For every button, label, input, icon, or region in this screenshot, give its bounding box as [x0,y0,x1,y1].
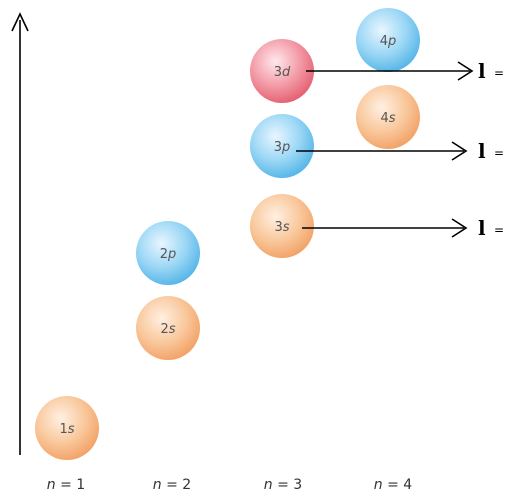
svg-text:3p: 3p [274,140,291,155]
svg-text:=: = [494,66,504,80]
orbital-3p: 3p [250,114,314,178]
svg-text:l: l [478,139,486,163]
arrow-3s-to-l [302,218,468,238]
shell-label-n3: n = 3 [264,477,302,493]
l-label-bottom: l = [478,216,504,240]
energy-axis [11,12,29,455]
shell-label-n1: n = 1 [47,477,85,493]
orbital-3d: 3d [250,39,314,103]
svg-text:l: l [478,59,486,83]
svg-text:4p: 4p [380,34,397,49]
shell-label-n2: n = 2 [153,477,191,493]
svg-text:2p: 2p [160,247,177,262]
svg-text:3s: 3s [274,220,289,235]
orbital-3s: 3s [250,194,314,258]
shell-label-n4: n = 4 [374,477,413,493]
orbital-2s: 2s [136,296,200,360]
arrow-3d-to-l [306,61,474,81]
svg-text:2s: 2s [160,322,175,337]
svg-text:4s: 4s [380,111,395,126]
arrow-3p-to-l [296,141,468,161]
orbital-1s: 1s [35,396,99,460]
l-label-top: l = [478,59,504,83]
svg-text:3d: 3d [274,65,291,80]
svg-text:=: = [494,146,504,160]
svg-text:l: l [478,216,486,240]
orbital-4s: 4s [356,85,420,149]
svg-text:=: = [494,223,504,237]
l-label-middle: l = [478,139,504,163]
orbital-4p: 4p [356,8,420,72]
svg-text:1s: 1s [59,422,74,437]
orbital-2p: 2p [136,221,200,285]
